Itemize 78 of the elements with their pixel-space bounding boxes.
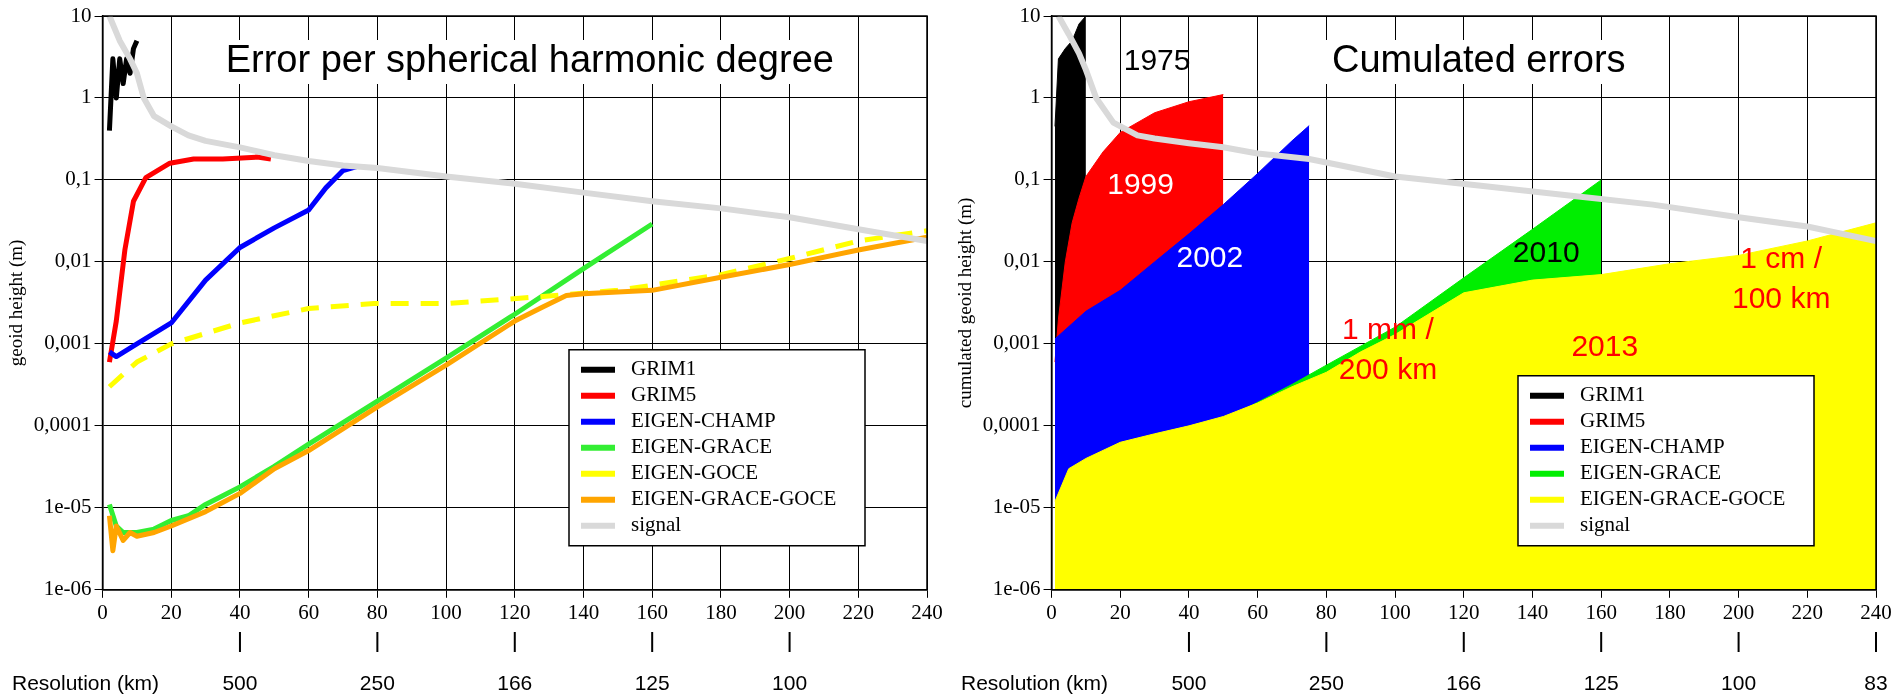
legend-label: EIGEN-CHAMP	[1580, 434, 1725, 459]
legend-label: GRIM1	[631, 356, 697, 381]
annotation: 2013	[1571, 329, 1639, 363]
legend-label: EIGEN-GRACE-GOCE	[1580, 486, 1786, 511]
annotation: 1999	[1107, 167, 1174, 201]
y-tick-label: 0,001	[993, 330, 1041, 355]
text: 500	[1171, 670, 1207, 694]
legend-label: EIGEN-CHAMP	[631, 408, 776, 433]
x-tick-label: 120	[1448, 599, 1480, 624]
text: 83	[1864, 670, 1888, 694]
x-tick-label: 40	[229, 599, 251, 624]
y-tick-label: 1e-06	[43, 576, 92, 601]
y-tick-label: 0,001	[44, 330, 92, 355]
y-tick-label: 1e-05	[43, 494, 92, 519]
y-axis-title: cumulated geoid height (m)	[954, 197, 977, 409]
y-tick-label: 0,0001	[33, 412, 92, 437]
y-tick-label: 1e-06	[992, 576, 1041, 601]
annotation: 1975	[1123, 42, 1191, 76]
text: 250	[359, 670, 395, 694]
x-tick-label: 80	[366, 599, 388, 624]
y-tick-label: 0,1	[65, 166, 92, 191]
x-tick-label: 80	[1315, 599, 1337, 624]
text: 166	[497, 670, 533, 694]
y-tick-label: 0,1	[1014, 166, 1041, 191]
text: 100	[772, 670, 808, 694]
text: 125	[1583, 670, 1619, 694]
y-tick-label: 0,01	[1003, 248, 1041, 273]
x-tick-label: 120	[499, 599, 531, 624]
legend-label: EIGEN-GRACE-GOCE	[631, 486, 837, 511]
x2-axis-title: Resolution (km)	[961, 670, 1109, 694]
y-tick-label: 10	[1019, 2, 1041, 27]
text: Cumulated errors	[1331, 38, 1626, 81]
y-tick-label: 10	[70, 2, 92, 27]
x-tick-label: 40	[1178, 599, 1200, 624]
x-tick-label: 60	[298, 599, 320, 624]
x-tick-label: 160	[1585, 599, 1617, 624]
x-tick-label: 220	[1791, 599, 1824, 624]
legend-label: EIGEN-GRACE	[631, 434, 773, 459]
annotation: 1 mm / 200 km	[1338, 312, 1438, 386]
x-tick-label: 0	[97, 599, 108, 624]
x-tick-label: 160	[636, 599, 668, 624]
text: 166	[1446, 670, 1482, 694]
x-tick-label: 100	[1379, 599, 1411, 624]
annotation: 2002	[1176, 239, 1244, 273]
legend-label: signal	[631, 512, 682, 537]
text: 100	[1721, 670, 1757, 694]
annotation: 2010	[1512, 234, 1580, 268]
x-tick-label: 20	[1109, 599, 1131, 624]
y-tick-label: 0,01	[54, 248, 92, 273]
x-tick-label: 180	[705, 599, 737, 624]
text: 500	[222, 670, 258, 694]
y-tick-label: 1	[1030, 84, 1041, 109]
text: 250	[1308, 670, 1344, 694]
y-tick-label: 0,0001	[982, 412, 1041, 437]
legend-label: GRIM5	[631, 382, 697, 407]
legend-label: GRIM1	[1580, 382, 1646, 407]
x2-axis-title: Resolution (km)	[12, 670, 160, 694]
x-tick-label: 200	[1722, 599, 1755, 624]
text: Error per spherical harmonic degree	[225, 38, 834, 81]
y-axis-title: geoid height (m)	[5, 239, 28, 367]
x-tick-label: 200	[773, 599, 806, 624]
y-tick-label: 1e-05	[992, 494, 1041, 519]
x-tick-label: 220	[842, 599, 875, 624]
legend-label: EIGEN-GRACE	[1580, 460, 1722, 485]
x-tick-label: 140	[567, 599, 600, 624]
x-tick-label: 240	[1860, 599, 1892, 624]
x-tick-label: 140	[1516, 599, 1549, 624]
legend-label: EIGEN-GOCE	[631, 460, 759, 485]
x-tick-label: 240	[911, 599, 943, 624]
x-tick-label: 60	[1247, 599, 1269, 624]
x-tick-label: 0	[1046, 599, 1057, 624]
y-tick-label: 1	[81, 84, 92, 109]
x-tick-label: 100	[430, 599, 462, 624]
x-tick-label: 20	[160, 599, 182, 624]
text: 125	[634, 670, 670, 694]
legend-label: GRIM5	[1580, 408, 1646, 433]
legend-label: signal	[1580, 512, 1631, 537]
x-tick-label: 180	[1654, 599, 1686, 624]
